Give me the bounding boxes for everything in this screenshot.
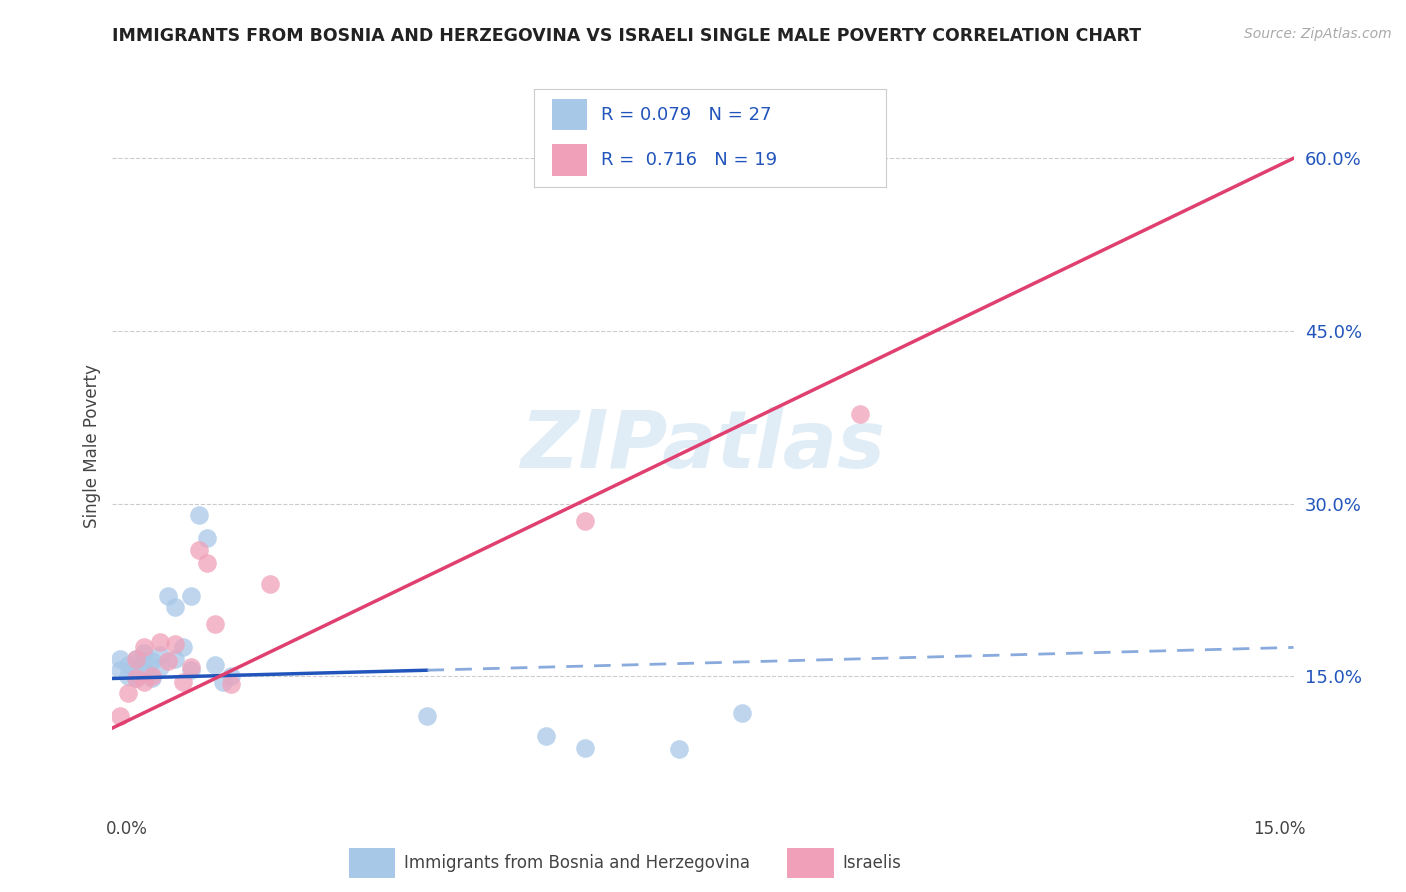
Text: IMMIGRANTS FROM BOSNIA AND HERZEGOVINA VS ISRAELI SINGLE MALE POVERTY CORRELATIO: IMMIGRANTS FROM BOSNIA AND HERZEGOVINA V…: [112, 27, 1142, 45]
Point: [180, 660, 202, 674]
Point: [125, 652, 148, 666]
Point: [195, 531, 218, 545]
Point: [110, 709, 132, 723]
Point: [574, 740, 596, 755]
Text: Source: ZipAtlas.com: Source: ZipAtlas.com: [1244, 27, 1392, 41]
Text: Immigrants from Bosnia and Herzegovina: Immigrants from Bosnia and Herzegovina: [404, 854, 749, 872]
Point: [534, 729, 557, 743]
Point: [165, 637, 187, 651]
FancyBboxPatch shape: [349, 848, 395, 878]
FancyBboxPatch shape: [551, 99, 588, 130]
Text: ZIPatlas: ZIPatlas: [520, 407, 886, 485]
Point: [132, 664, 155, 678]
Point: [188, 508, 211, 522]
Point: [110, 652, 132, 666]
Point: [156, 654, 179, 668]
Point: [132, 640, 155, 655]
Point: [165, 652, 187, 666]
Point: [132, 646, 155, 660]
FancyBboxPatch shape: [787, 848, 834, 878]
Point: [731, 706, 754, 720]
Text: Israelis: Israelis: [842, 854, 901, 872]
Point: [117, 657, 139, 672]
Point: [149, 648, 172, 663]
Point: [132, 654, 155, 668]
Point: [149, 660, 172, 674]
Point: [574, 514, 596, 528]
Point: [195, 557, 218, 571]
Point: [125, 652, 148, 666]
Point: [141, 669, 163, 683]
Point: [668, 741, 690, 756]
Text: R = 0.079   N = 27: R = 0.079 N = 27: [602, 106, 772, 124]
Point: [132, 675, 155, 690]
Point: [219, 677, 242, 691]
Point: [141, 654, 163, 668]
Point: [416, 709, 439, 723]
Point: [204, 617, 226, 632]
FancyBboxPatch shape: [551, 145, 588, 176]
Point: [172, 640, 194, 655]
Point: [110, 664, 132, 678]
Y-axis label: Single Male Poverty: Single Male Poverty: [83, 364, 101, 528]
Text: 15.0%: 15.0%: [1253, 820, 1306, 838]
Point: [219, 669, 242, 683]
Point: [188, 542, 211, 557]
Text: R =  0.716   N = 19: R = 0.716 N = 19: [602, 151, 778, 169]
Point: [180, 664, 202, 678]
Point: [149, 634, 172, 648]
Point: [165, 600, 187, 615]
Point: [125, 672, 148, 686]
Point: [259, 577, 281, 591]
Point: [172, 675, 194, 690]
Point: [156, 589, 179, 603]
Text: 0.0%: 0.0%: [105, 820, 148, 838]
Point: [141, 672, 163, 686]
Point: [204, 657, 226, 672]
Point: [180, 589, 202, 603]
Point: [125, 672, 148, 686]
Point: [125, 660, 148, 674]
Point: [849, 407, 872, 421]
Point: [117, 686, 139, 700]
Point: [117, 669, 139, 683]
Point: [211, 675, 233, 690]
